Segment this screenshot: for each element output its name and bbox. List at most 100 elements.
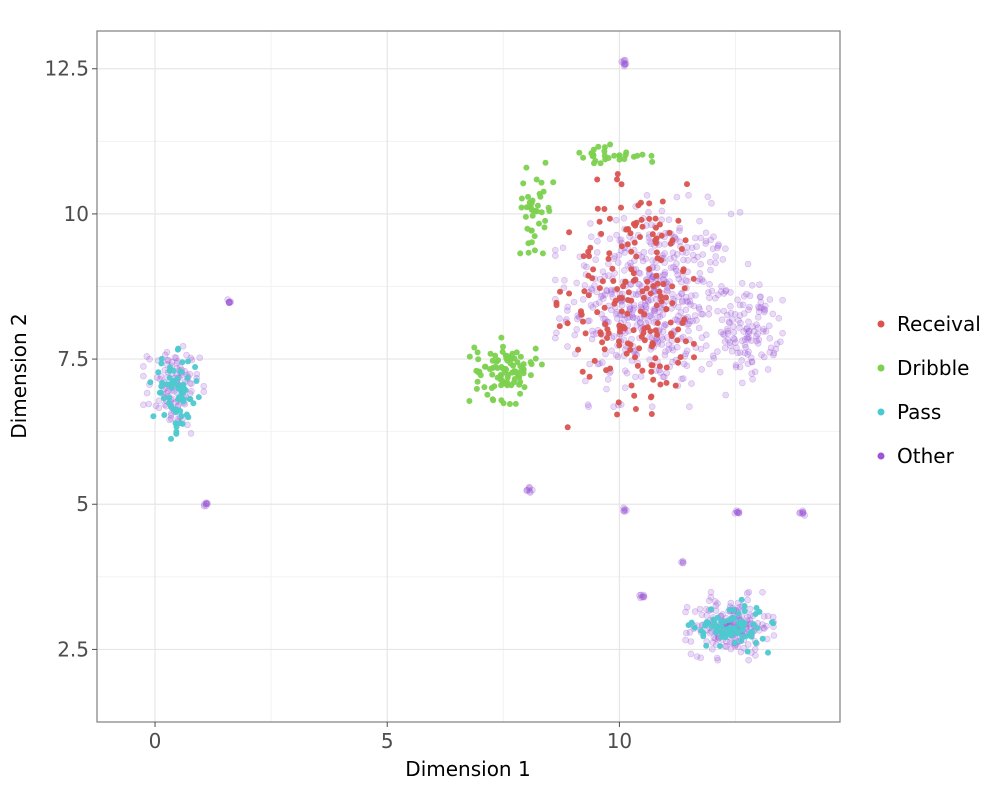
point-other	[685, 192, 692, 199]
point-other	[744, 260, 752, 268]
point-receival	[675, 359, 682, 366]
point-other	[675, 312, 682, 320]
point-other	[186, 379, 194, 387]
point-receival	[677, 354, 684, 361]
point-other	[745, 318, 752, 326]
point-receival	[591, 357, 598, 364]
point-other	[629, 313, 637, 321]
point-other	[624, 262, 632, 269]
point-other	[706, 258, 714, 266]
point-other	[203, 500, 210, 508]
point-other	[697, 260, 704, 268]
point-other	[727, 210, 735, 218]
point-receival	[657, 293, 664, 300]
point-pass	[192, 364, 199, 370]
point-receival	[602, 321, 609, 328]
point-other	[685, 320, 693, 328]
point-other	[617, 236, 625, 243]
point-receival	[644, 278, 651, 285]
point-other	[766, 348, 774, 356]
point-other	[696, 605, 704, 613]
point-dribble	[540, 188, 547, 195]
point-other	[657, 369, 664, 376]
point-other	[694, 253, 701, 261]
point-other	[686, 297, 694, 305]
point-dribble	[511, 379, 517, 386]
point-other	[637, 301, 645, 308]
point-other	[626, 305, 634, 312]
point-dribble	[466, 398, 473, 404]
point-other	[703, 612, 711, 619]
point-other	[676, 227, 683, 235]
point-pass	[741, 608, 748, 615]
point-other	[610, 333, 618, 340]
point-other	[738, 357, 746, 364]
point-dribble	[466, 353, 473, 360]
point-other	[712, 253, 720, 260]
point-other	[730, 335, 738, 342]
point-other	[679, 375, 687, 382]
point-receival	[601, 346, 608, 353]
point-other	[672, 316, 679, 323]
point-other	[612, 310, 620, 318]
point-other	[757, 299, 765, 306]
point-other	[682, 350, 690, 358]
point-other	[621, 60, 629, 68]
point-receival	[614, 286, 621, 292]
point-other	[769, 310, 777, 318]
point-dribble	[521, 384, 528, 391]
point-other	[634, 290, 642, 298]
point-pass	[754, 625, 761, 631]
point-other	[647, 248, 655, 255]
point-other	[523, 486, 531, 494]
point-other	[738, 379, 746, 387]
point-dribble	[517, 378, 524, 385]
point-dribble	[514, 359, 521, 366]
point-receival	[610, 278, 617, 284]
point-other	[668, 344, 676, 351]
y-tick-label: 10	[64, 202, 89, 226]
point-other	[755, 336, 763, 344]
point-other	[736, 363, 744, 371]
point-receival	[618, 243, 625, 250]
point-receival	[575, 346, 582, 353]
point-other	[693, 316, 700, 324]
point-other	[167, 415, 175, 422]
point-other	[585, 317, 593, 325]
point-other	[599, 268, 607, 276]
point-other	[188, 380, 195, 388]
point-other	[646, 356, 653, 364]
point-other	[678, 297, 686, 305]
point-other	[695, 324, 703, 332]
point-pass	[722, 634, 729, 641]
point-other	[757, 293, 764, 301]
point-dribble	[532, 355, 539, 362]
point-other	[637, 318, 644, 326]
point-receival	[616, 322, 623, 329]
point-dribble	[539, 250, 546, 257]
point-other	[750, 327, 758, 335]
point-other	[630, 301, 638, 309]
point-other	[755, 308, 763, 316]
point-dribble	[494, 365, 501, 371]
point-pass	[741, 603, 748, 609]
point-other	[697, 234, 705, 242]
point-receival	[599, 278, 606, 285]
point-other	[779, 296, 786, 304]
point-other	[621, 61, 629, 68]
point-pass	[173, 428, 180, 435]
point-other	[722, 245, 729, 252]
point-other	[658, 341, 666, 348]
point-other	[726, 319, 734, 327]
point-dribble	[522, 213, 529, 220]
point-other	[140, 401, 147, 409]
point-other	[756, 281, 763, 289]
point-other	[759, 621, 766, 628]
point-other	[748, 358, 756, 366]
point-receival	[653, 302, 660, 309]
point-other	[645, 234, 653, 241]
point-other	[668, 305, 675, 312]
point-other	[745, 327, 753, 335]
point-dribble	[532, 345, 539, 352]
point-dribble	[520, 361, 527, 368]
